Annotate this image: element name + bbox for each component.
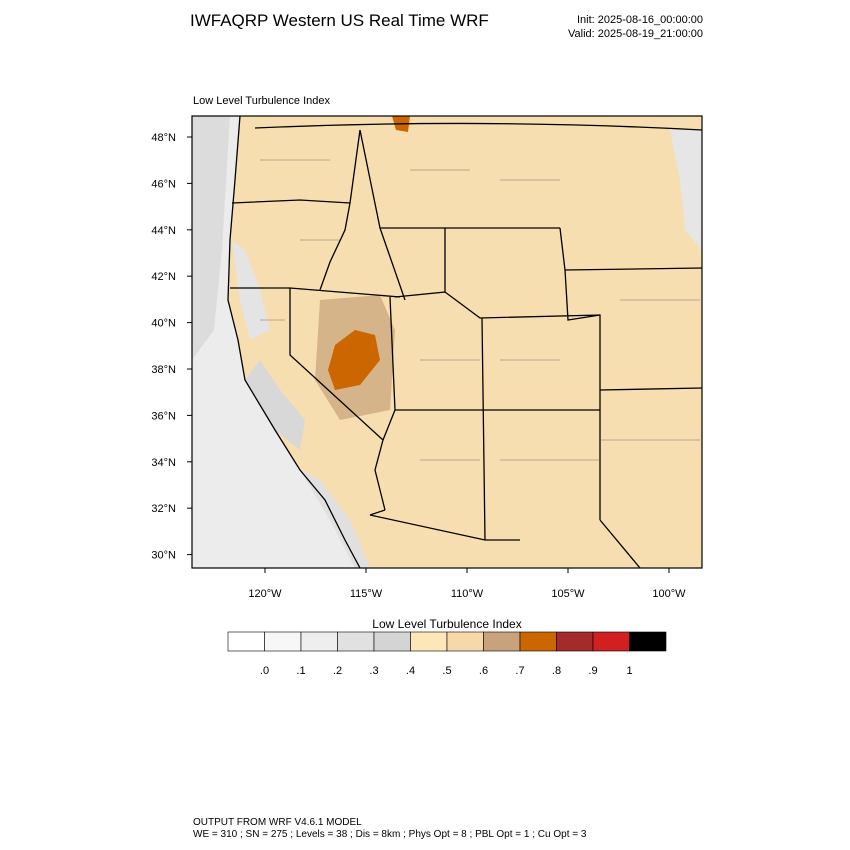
colorbar-label: .4 [406,665,415,677]
color-swatch [300,631,338,652]
lat-label: 42°N [151,271,176,283]
lat-label: 36°N [151,410,176,422]
state-borders [230,129,702,568]
gray-region [232,240,270,340]
border [254,122,702,131]
orange-region [328,330,380,390]
colorbar-label: .9 [588,665,597,677]
map-frame [191,115,703,569]
map [191,115,703,569]
colorbar-label: .8 [552,665,561,677]
gray-region [670,130,702,250]
lat-label: 34°N [151,457,176,469]
lon-label: 115°W [350,588,383,600]
color-swatch [410,631,448,652]
color-swatch [337,631,375,652]
color-swatch [483,631,521,652]
color-swatch [519,631,557,652]
init-time: Init: 2025-08-16_00:00:00 [577,14,703,26]
colorbar-label: .3 [369,665,378,677]
lon-label: 105°W [551,588,585,600]
footer-line: OUTPUT FROM WRF V4.6.1 MODEL [193,817,362,828]
colorbar-label: .5 [442,665,451,677]
lat-label: 44°N [151,225,176,237]
colorbar-label: .6 [479,665,488,677]
color-swatch [264,631,302,652]
lon-label: 110°W [451,588,484,600]
gray-region [245,360,305,450]
lat-label: 48°N [151,132,176,144]
colorbar-title: Low Level Turbulence Index [372,617,521,631]
lat-label: 46°N [151,178,176,190]
color-swatch [373,631,411,652]
color-swatch [556,631,594,652]
lat-label: 30°N [151,550,176,562]
colorbar-label: .2 [333,665,342,677]
valid-time: Valid: 2025-08-19_21:00:00 [568,28,703,40]
land [228,116,702,568]
color-swatch [227,631,265,652]
color-swatch [592,631,630,652]
title: IWFAQRP Western US Real Time WRF [190,11,489,30]
coastline [227,116,361,568]
ocean-shade [192,116,230,360]
lat-label: 32°N [151,503,176,515]
colorbar-label: 1 [626,665,632,677]
color-swatch [629,631,667,652]
lat-label: 40°N [151,318,176,330]
county-lines [260,159,700,461]
colorbar-label: .7 [515,665,524,677]
footer-line: WE = 310 ; SN = 275 ; Levels = 38 ; Dis … [193,829,587,840]
colorbar-label: .0 [260,665,269,677]
colorbar-label: .1 [296,665,305,677]
color-swatch [446,631,484,652]
lon-label: 100°W [652,588,686,600]
lon-label: 120°W [248,588,282,600]
map-subtitle: Low Level Turbulence Index [193,95,330,107]
lat-label: 38°N [151,364,176,376]
